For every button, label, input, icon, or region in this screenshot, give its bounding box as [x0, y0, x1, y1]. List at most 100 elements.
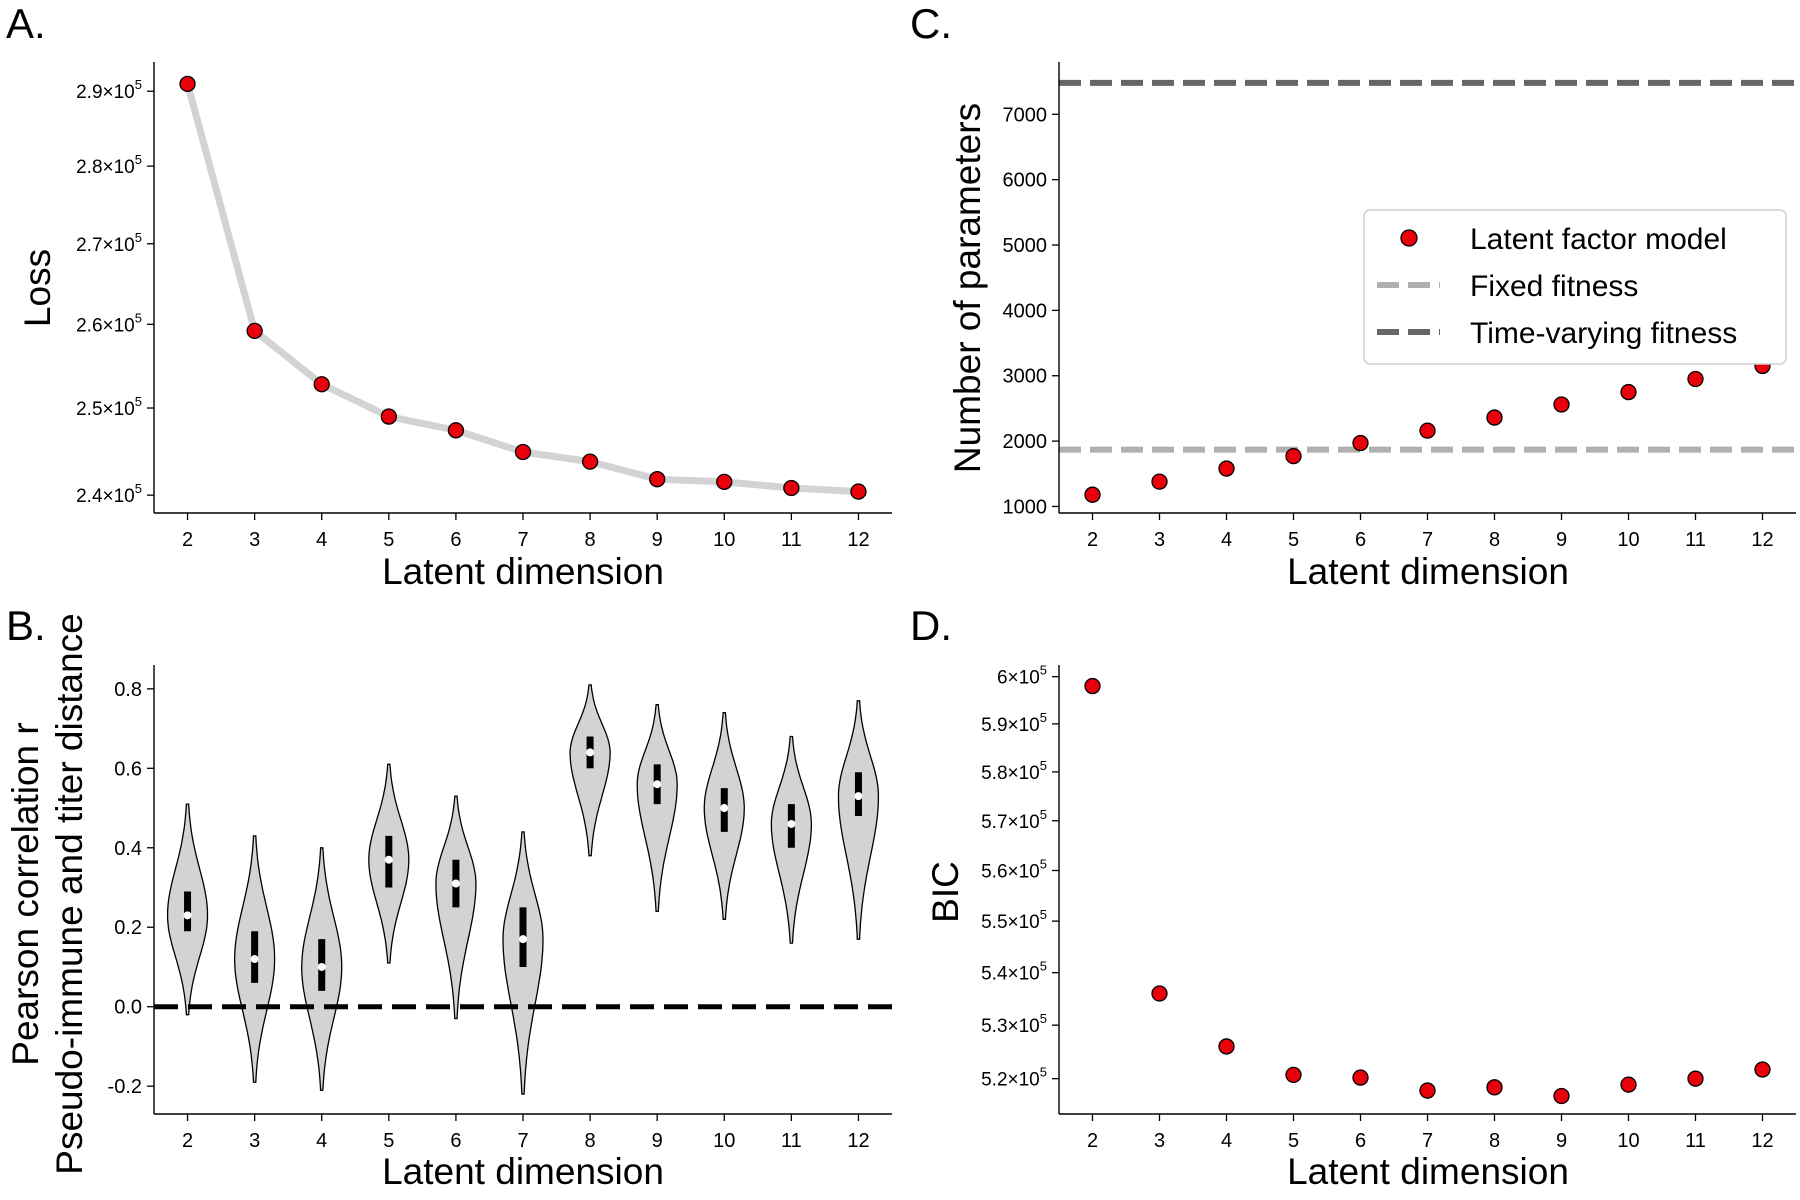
loss-point — [179, 75, 196, 93]
legend-label-fixed-fitness: Fixed fitness — [1470, 270, 1638, 303]
panel-d-y-tick-label: 5.5×105 — [981, 907, 1047, 933]
panel-d-x-tick-label: 2 — [1087, 1130, 1098, 1152]
panel-c-x-axis-label: Latent dimension — [1287, 551, 1569, 592]
panel-d-letter: D. — [910, 602, 952, 649]
bic-point — [1285, 1066, 1302, 1084]
panel-b-x-tick-label: 3 — [249, 1130, 260, 1152]
panel-a: A. 2.4×1052.5×1052.6×1052.7×1052.8×1052.… — [6, 0, 892, 592]
panel-b-y-tick-label: 0.6 — [114, 758, 142, 780]
panel-c-x-tick-label: 10 — [1617, 529, 1639, 551]
panel-c-legend: Latent factor model Fixed fitness Time-v… — [1363, 209, 1787, 365]
parameter-count-point — [1620, 383, 1637, 401]
panel-a-y-tick-label: 2.8×105 — [76, 152, 142, 178]
panel-c-x-tick-label: 9 — [1556, 529, 1567, 551]
bic-point — [1687, 1070, 1704, 1087]
panel-b-x-tick-label: 4 — [316, 1130, 327, 1152]
violin-body — [636, 704, 678, 913]
panel-b-y-tick-label: 0.0 — [114, 997, 142, 1019]
panel-c-x-tick-label: 5 — [1288, 529, 1299, 551]
panel-a-y-tick-label: 2.7×105 — [76, 230, 142, 256]
legend-frame — [1363, 209, 1787, 365]
panel-a-y-tick-label: 2.5×105 — [76, 394, 142, 420]
panel-b-y-axis-label-line1: Pearson correlation r — [5, 722, 46, 1065]
parameter-count-point — [1419, 422, 1436, 439]
panel-d-y-tick-label: 6×105 — [997, 663, 1047, 689]
panel-c-x-tick-label: 11 — [1685, 529, 1706, 551]
panel-b-x-axis-label: Latent dimension — [382, 1151, 664, 1192]
panel-b-y-tick-label: -0.2 — [108, 1076, 142, 1098]
bic-point — [1218, 1038, 1235, 1055]
panel-c-x-tick-label: 6 — [1355, 529, 1366, 551]
panel-c-x-tick-label: 7 — [1422, 529, 1433, 551]
panel-d-x-tick-label: 4 — [1221, 1130, 1232, 1152]
panel-c-x-tick-label: 4 — [1221, 529, 1232, 551]
panel-d-x-tick-label: 11 — [1685, 1130, 1706, 1152]
loss-line — [184, 82, 859, 496]
panel-d-y-tick-label: 5.7×105 — [981, 807, 1047, 833]
panel-b-x-tick-label: 2 — [182, 1130, 193, 1152]
panel-c-y-tick-label: 6000 — [1003, 170, 1048, 192]
panel-b-y-tick-label: 0.8 — [114, 679, 142, 701]
bic-point — [1553, 1087, 1570, 1105]
panel-a-x-tick-label: 5 — [383, 529, 394, 551]
panel-a-x-tick-label: 9 — [652, 529, 663, 551]
violin-median-dot — [183, 911, 192, 920]
parameter-count-point — [1218, 460, 1235, 477]
panel-b-x-tick-label: 11 — [781, 1130, 802, 1152]
panel-b-x-tick-label: 6 — [450, 1130, 461, 1152]
panel-b-plot-area: -0.2 0.0 0.2 0.4 0.6 0.8 2 3 4 5 6 7 8 9 10 11 12 — [108, 679, 892, 1152]
panel-a-letter: A. — [6, 0, 46, 47]
panel-d-y-tick-label: 5.9×105 — [981, 710, 1047, 736]
panel-d-x-tick-label: 9 — [1556, 1130, 1567, 1152]
panel-a-y-tick-label: 2.9×105 — [76, 77, 142, 103]
loss-point — [850, 483, 867, 500]
panel-b-y-axis-label-line2: Pseudo-immune and titer distance — [49, 613, 90, 1174]
panel-d-y-tick-label: 5.2×105 — [981, 1065, 1047, 1091]
panel-c-y-tick-label: 1000 — [1003, 496, 1048, 518]
bic-point — [1419, 1082, 1436, 1099]
violin-median-dot — [586, 748, 595, 757]
panel-c: C. 1000 2000 3000 4000 5000 6000 7000 2 3 4 5 6 7 8 9 1… — [910, 0, 1796, 592]
parameter-count-point — [1084, 486, 1101, 503]
panel-b-x-tick-label: 9 — [652, 1130, 663, 1152]
panel-d-x-tick-label: 5 — [1288, 1130, 1299, 1152]
parameter-count-point — [1486, 409, 1503, 426]
panel-a-y-tick-label: 2.4×105 — [76, 481, 142, 507]
violin-median-dot — [720, 804, 729, 813]
violin-median-dot — [250, 955, 259, 964]
loss-point — [246, 322, 263, 340]
violin-median-dot — [451, 879, 460, 888]
violin-body — [569, 684, 611, 857]
panel-d: D. 5.2×1055.3×1055.4×1055.5×1055.6×1055.… — [910, 602, 1796, 1192]
panel-c-x-tick-label: 3 — [1154, 529, 1165, 551]
bic-point — [1620, 1076, 1637, 1093]
panel-a-x-tick-label: 3 — [249, 529, 260, 551]
panel-d-x-tick-label: 10 — [1617, 1130, 1639, 1152]
loss-point — [514, 443, 532, 461]
bic-point — [1352, 1069, 1369, 1086]
panel-b-x-tick-label: 7 — [517, 1130, 528, 1152]
panel-d-y-tick-label: 5.6×105 — [981, 856, 1047, 882]
panel-d-plot-area: 5.2×105 5.3×105 5.4×105 5.5×105 5.6×105 5.7×1… — [981, 663, 1774, 1152]
legend-marker-latent-factor — [1400, 229, 1418, 247]
panel-b-x-tick-label: 10 — [713, 1130, 735, 1152]
panel-d-y-axis-label: BIC — [925, 861, 966, 923]
panel-a-x-tick-label: 4 — [316, 529, 327, 551]
loss-point — [783, 479, 800, 497]
bic-point — [1151, 985, 1168, 1002]
panel-a-x-tick-label: 7 — [517, 529, 528, 551]
bic-point — [1486, 1079, 1503, 1096]
panel-d-y-tick-label: 5.3×105 — [981, 1011, 1047, 1037]
panel-a-x-tick-label: 6 — [450, 529, 461, 551]
panel-a-x-axis-label: Latent dimension — [382, 551, 664, 592]
violin-median-dot — [384, 855, 393, 864]
panel-d-y-tick-label: 5.8×105 — [981, 758, 1047, 784]
panel-c-y-tick-label: 3000 — [1003, 366, 1048, 388]
loss-point — [649, 471, 666, 488]
panel-d-x-axis-label: Latent dimension — [1287, 1151, 1569, 1192]
violin-median-dot — [854, 792, 863, 801]
panel-a-x-tick-label: 8 — [585, 529, 596, 551]
panel-c-x-tick-label: 12 — [1751, 529, 1773, 551]
violin-median-dot — [653, 780, 662, 789]
